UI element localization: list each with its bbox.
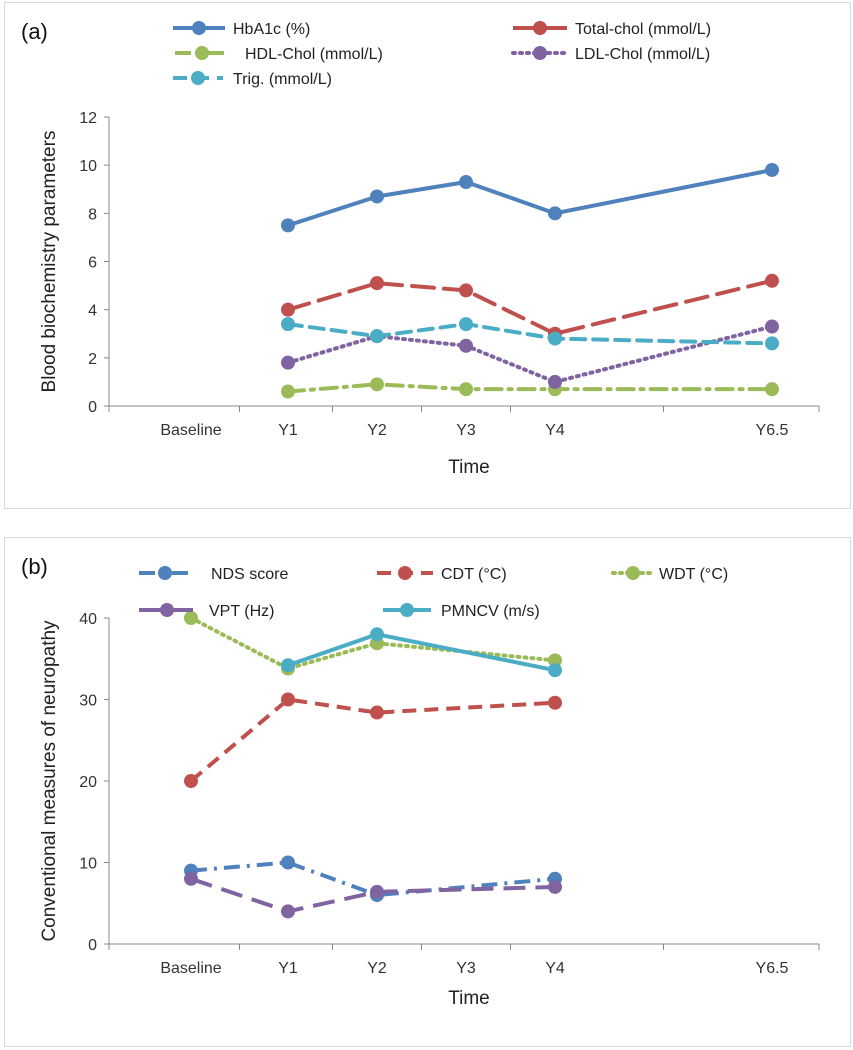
y-axis-title: Conventional measures of neuropathy xyxy=(39,620,60,942)
data-point xyxy=(370,884,384,899)
x-tick-label: Y3 xyxy=(456,960,476,977)
data-point xyxy=(548,695,562,710)
legend-marker xyxy=(191,71,205,85)
legend-label: LDL-Chol (mmol/L) xyxy=(575,46,710,63)
data-point xyxy=(548,653,562,668)
x-tick-label: Y1 xyxy=(278,960,298,977)
y-tick-label: 40 xyxy=(79,611,97,628)
legend-label: HDL-Chol (mmol/L) xyxy=(245,46,383,63)
legend-marker xyxy=(626,566,640,580)
data-point xyxy=(281,218,295,233)
chart-b-svg: (b) 0 10 20 30 40 Baseline Y1 Y2 Y3 Y4 Y6.5 Time Conv… xyxy=(21,554,820,1009)
x-tick-label: Y6.5 xyxy=(756,960,789,977)
x-tick-label: Baseline xyxy=(160,422,221,439)
series-line-4 xyxy=(287,632,556,673)
data-point xyxy=(548,879,562,894)
data-point xyxy=(459,317,473,332)
legend-label: WDT (°C) xyxy=(659,566,728,583)
chart-panel-b: (b) 0 10 20 30 40 Baseline Y1 Y2 Y3 Y4 Y6.5 Time Conv… xyxy=(4,537,851,1047)
x-tick-label: Y6.5 xyxy=(756,422,789,439)
legend-marker xyxy=(160,603,174,617)
data-point xyxy=(765,336,779,351)
x-tick-label: Y2 xyxy=(367,960,387,977)
data-point xyxy=(459,283,473,298)
y-tick-label: 12 xyxy=(79,110,97,127)
x-tick-label: Y2 xyxy=(367,422,387,439)
legend-label: Trig. (mmol/L) xyxy=(233,71,332,88)
data-point xyxy=(459,382,473,397)
x-tick-label: Y4 xyxy=(545,422,565,439)
y-tick-label: 0 xyxy=(88,399,97,416)
legend-label: NDS score xyxy=(211,566,288,583)
data-point xyxy=(548,663,562,678)
data-point xyxy=(281,302,295,317)
legend-label: PMNCV (m/s) xyxy=(441,603,540,620)
y-tick-label: 4 xyxy=(88,303,97,320)
data-point xyxy=(459,175,473,190)
data-point xyxy=(281,384,295,399)
data-point xyxy=(765,319,779,334)
data-point xyxy=(370,276,384,291)
legend-marker xyxy=(195,46,209,60)
legend-marker xyxy=(192,21,206,35)
data-point xyxy=(281,355,295,370)
data-point xyxy=(765,382,779,397)
legend-marker xyxy=(400,603,414,617)
data-point xyxy=(765,162,779,177)
x-tick-label: Y1 xyxy=(278,422,298,439)
legend-label: CDT (°C) xyxy=(441,566,507,583)
data-point xyxy=(281,692,295,707)
legend-label: VPT (Hz) xyxy=(209,603,274,620)
series-line-0 xyxy=(286,167,774,228)
x-tick-label: Baseline xyxy=(160,960,221,977)
y-tick-label: 20 xyxy=(79,774,97,791)
series-line-0 xyxy=(190,860,556,898)
y-tick-label: 10 xyxy=(79,856,97,873)
data-point xyxy=(184,774,198,788)
legend-label: HbA1c (%) xyxy=(233,21,310,38)
x-axis-title: Time xyxy=(448,457,490,478)
data-point xyxy=(548,206,562,221)
legend-marker xyxy=(158,566,172,580)
chart-a-svg: (a) 0 2 4 6 8 10 12 Baseline Y1 Y2 Y3 Y4 Y6.5 Time Bloo… xyxy=(21,19,820,478)
legend-marker xyxy=(398,566,412,580)
y-tick-label: 2 xyxy=(88,351,97,368)
data-point xyxy=(370,329,384,344)
data-point xyxy=(281,658,295,673)
data-point xyxy=(370,377,384,392)
chart-panel-a: (a) 0 2 4 6 8 10 12 Baseline Y1 Y2 Y3 Y4 Y6.5 Time Bloo… xyxy=(4,2,851,509)
legend-marker xyxy=(533,46,547,60)
data-point xyxy=(281,855,295,870)
data-point xyxy=(184,871,198,886)
data-point xyxy=(459,338,473,353)
data-point xyxy=(370,189,384,204)
data-point xyxy=(184,611,198,625)
data-point xyxy=(370,627,384,642)
panel-label: (b) xyxy=(21,554,48,579)
data-point xyxy=(548,374,562,389)
x-axis-title: Time xyxy=(448,988,490,1009)
y-axis-title: Blood biochemistry parameters xyxy=(39,131,60,393)
y-tick-label: 8 xyxy=(88,206,97,223)
data-point xyxy=(370,705,384,720)
y-tick-label: 10 xyxy=(79,158,97,175)
series-line-2 xyxy=(189,616,557,671)
legend-label: Total-chol (mmol/L) xyxy=(575,21,711,38)
data-point xyxy=(281,904,295,919)
y-tick-label: 30 xyxy=(79,693,97,710)
data-point xyxy=(765,273,779,288)
x-tick-label: Y4 xyxy=(545,960,565,977)
y-tick-label: 6 xyxy=(88,255,97,272)
data-point xyxy=(548,331,562,346)
series-line-3 xyxy=(190,876,556,914)
panel-label: (a) xyxy=(21,19,48,44)
legend-marker xyxy=(533,21,547,35)
data-point xyxy=(281,317,295,332)
series-line-1 xyxy=(286,278,774,336)
series-line-2 xyxy=(286,382,774,394)
x-tick-label: Y3 xyxy=(456,422,476,439)
y-tick-label: 0 xyxy=(88,937,97,954)
